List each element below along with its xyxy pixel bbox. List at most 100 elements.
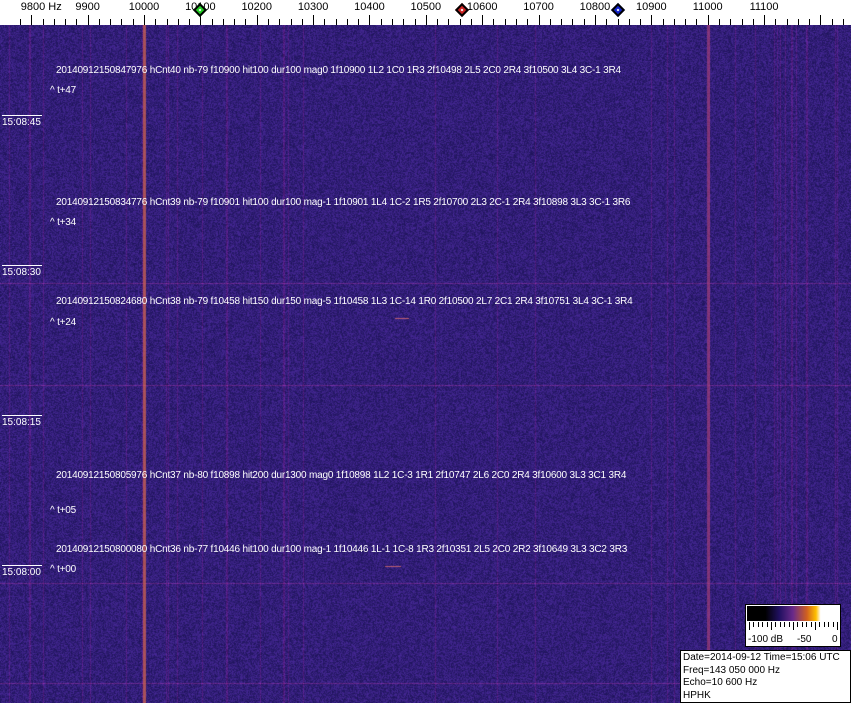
axis-tick bbox=[155, 19, 157, 25]
axis-tick bbox=[504, 19, 506, 25]
axis-tick-label: 10200 bbox=[241, 1, 273, 13]
axis-tick-label: 10600 bbox=[466, 1, 498, 13]
axis-tick bbox=[583, 19, 585, 25]
axis-tick bbox=[730, 19, 732, 25]
axis-tick bbox=[470, 19, 472, 25]
axis-tick bbox=[842, 19, 844, 25]
axis-tick bbox=[549, 19, 551, 25]
colorbar-tick bbox=[784, 622, 786, 627]
axis-tick-label: 10000 bbox=[128, 1, 160, 13]
colorbar-label-mid: -50 bbox=[797, 634, 812, 645]
colorbar-tick bbox=[749, 622, 750, 630]
axis-tick bbox=[809, 19, 811, 25]
colorbar-tick bbox=[815, 622, 816, 630]
axis-tick-label: 11100 bbox=[749, 1, 779, 13]
axis-tick bbox=[245, 19, 247, 25]
colorbar-tick bbox=[801, 622, 803, 627]
time-label: 15:08:00 bbox=[2, 565, 42, 578]
colorbar-tick bbox=[757, 622, 759, 627]
colorbar-tick bbox=[788, 622, 790, 627]
echo-frequency: Echo=10 600 Hz bbox=[683, 677, 758, 688]
axis-tick bbox=[752, 19, 754, 25]
time-label: 15:08:45 bbox=[2, 115, 42, 128]
axis-tick bbox=[662, 19, 664, 25]
axis-tick bbox=[234, 19, 236, 25]
axis-tick bbox=[392, 19, 394, 25]
axis-tick-label: 11000 bbox=[692, 1, 723, 13]
axis-tick-label: 10900 bbox=[636, 1, 667, 13]
axis-tick bbox=[493, 19, 495, 25]
axis-tick bbox=[53, 19, 55, 25]
axis-tick bbox=[380, 19, 382, 25]
axis-tick bbox=[369, 15, 371, 25]
axis-tick-label: 10300 bbox=[297, 1, 329, 13]
colorbar: -100 dB -50 0 bbox=[745, 604, 841, 647]
axis-tick bbox=[797, 19, 799, 25]
info-box: Date=2014-09-12 Time=15:06 UTC Freq=143 … bbox=[680, 650, 851, 703]
axis-tick bbox=[87, 15, 89, 25]
axis-tick bbox=[403, 19, 405, 25]
colorbar-tick bbox=[793, 622, 794, 630]
axis-tick bbox=[606, 19, 608, 25]
axis-tick bbox=[628, 19, 630, 25]
axis-tick bbox=[65, 19, 67, 25]
axis-tick bbox=[820, 15, 822, 25]
axis-tick bbox=[786, 19, 788, 25]
axis-tick bbox=[640, 19, 642, 25]
axis-tick bbox=[132, 19, 134, 25]
colorbar-tick bbox=[771, 622, 772, 630]
axis-tick bbox=[346, 19, 348, 25]
time-offset-label: ^ t+05 bbox=[50, 505, 77, 516]
colorbar-tick bbox=[779, 622, 781, 627]
axis-tick bbox=[98, 19, 100, 25]
axis-tick bbox=[685, 19, 687, 25]
time-offset-label: ^ t+34 bbox=[50, 217, 77, 228]
axis-tick bbox=[121, 19, 123, 25]
axis-tick bbox=[42, 19, 44, 25]
detection-annotation: 20140912150800080 hCnt36 nb-77 f10446 hi… bbox=[56, 544, 628, 555]
detection-annotation: 20140912150834776 hCnt39 nb-79 f10901 hi… bbox=[56, 197, 631, 208]
axis-tick bbox=[764, 15, 766, 25]
axis-tick bbox=[775, 19, 777, 25]
time-label: 15:08:15 bbox=[2, 415, 42, 428]
axis-tick bbox=[572, 19, 574, 25]
station-name: HPHK bbox=[683, 689, 711, 701]
axis-tick bbox=[414, 19, 416, 25]
colorbar-gradient bbox=[747, 606, 839, 621]
colorbar-tick bbox=[753, 622, 755, 627]
axis-tick bbox=[425, 15, 427, 25]
detection-annotation: 20140912150805976 hCnt37 nb-80 f10898 hi… bbox=[56, 470, 627, 481]
axis-tick bbox=[696, 19, 698, 25]
axis-tick bbox=[358, 19, 360, 25]
axis-tick bbox=[707, 15, 709, 25]
axis-tick bbox=[831, 19, 833, 25]
axis-tick bbox=[177, 19, 179, 25]
axis-tick bbox=[538, 15, 540, 25]
colorbar-label-max: 0 bbox=[832, 634, 838, 645]
colorbar-tick bbox=[762, 622, 764, 627]
axis-tick bbox=[335, 19, 337, 25]
colorbar-tick bbox=[823, 622, 825, 627]
axis-tick bbox=[200, 15, 202, 25]
colorbar-tick bbox=[828, 622, 830, 627]
axis-tick bbox=[256, 15, 258, 25]
axis-tick bbox=[222, 19, 224, 25]
time-offset-label: ^ t+00 bbox=[50, 564, 77, 575]
axis-tick bbox=[437, 19, 439, 25]
time-offset-label: ^ t+47 bbox=[50, 85, 77, 96]
colorbar-tick bbox=[810, 622, 812, 627]
axis-tick bbox=[594, 15, 596, 25]
axis-tick bbox=[516, 19, 518, 25]
axis-tick bbox=[448, 19, 450, 25]
frequency-marker[interactable] bbox=[610, 2, 625, 18]
colorbar-label-min: -100 dB bbox=[748, 634, 784, 645]
colorbar-tick bbox=[837, 622, 838, 630]
colorbar-tick bbox=[832, 622, 834, 627]
axis-tick-label: 9800 Hz bbox=[20, 1, 62, 13]
axis-tick bbox=[459, 19, 461, 25]
axis-tick bbox=[211, 19, 213, 25]
colorbar-tick bbox=[819, 622, 821, 627]
detection-annotation: 20140912150824680 hCnt38 nb-79 f10458 hi… bbox=[56, 296, 633, 307]
waterfall-spectrogram bbox=[0, 25, 851, 703]
axis-tick-label: 10400 bbox=[354, 1, 385, 13]
